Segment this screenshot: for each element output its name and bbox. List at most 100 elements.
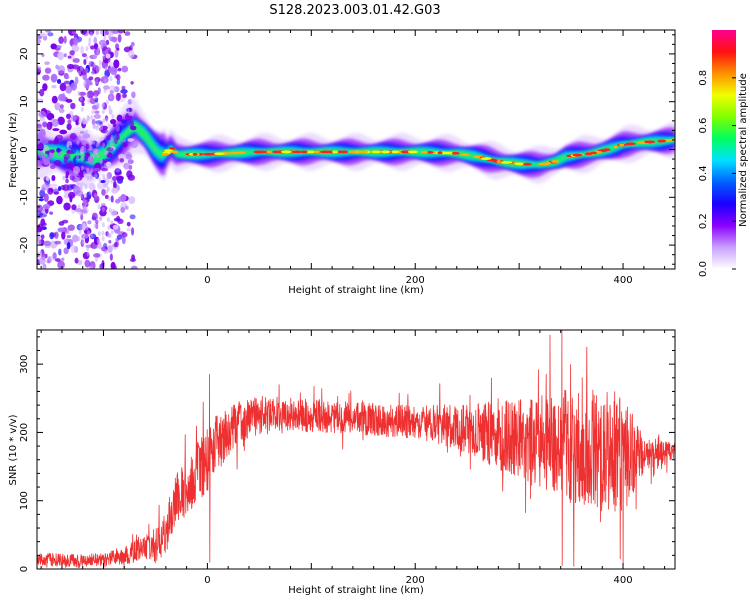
spectrogram-noise [70, 115, 77, 122]
spectrogram-noise [101, 188, 106, 196]
spectrogram-noise [39, 129, 46, 138]
spectrogram-band [37, 120, 675, 168]
spectrogram-peak [460, 153, 470, 157]
spectrogram-noise [131, 254, 136, 262]
spectrogram-peak [300, 150, 308, 154]
spectrogram-noise [82, 206, 89, 215]
spectrogram-noise [91, 109, 95, 115]
spectrogram-noise [37, 223, 44, 232]
spectrogram-peak [480, 157, 492, 161]
spectrogram-peak [304, 150, 316, 154]
spectrogram-noise [95, 30, 99, 35]
spectrogram-panel: 0 200 400 -20 -10 0 10 20 Height of straight li… [8, 29, 676, 296]
spectrogram-noise [65, 85, 73, 94]
spectrogram-peak [319, 150, 331, 154]
snr-x-tick-label: 200 [406, 575, 425, 586]
spectrogram-ticks: 0 200 400 -20 -10 0 10 20 [19, 30, 675, 286]
spectrogram-noise [94, 173, 98, 179]
spectrogram-noise [110, 143, 114, 149]
spectrogram-noise [93, 114, 101, 120]
spectrogram-noise [125, 153, 133, 160]
spectrogram-noise [42, 83, 48, 92]
spectrogram-noise [65, 171, 70, 176]
spectrogram-peak [545, 161, 551, 165]
spectrogram-noise [90, 114, 94, 120]
spectrogram-noise [88, 76, 94, 81]
spectrogram-noise [80, 45, 84, 55]
spectrogram-noise [116, 78, 121, 86]
spectrogram-noise [47, 155, 51, 160]
spectrogram-noise [108, 109, 113, 115]
spectrogram-noise [121, 232, 128, 238]
spectrogram-noise [47, 187, 54, 195]
spectrogram-noise [56, 78, 62, 84]
spectrogram-peak [280, 150, 293, 154]
snr-x-tick-label: 400 [613, 575, 632, 586]
spectrogram-noise [64, 227, 70, 235]
spectrogram-noise [38, 198, 44, 202]
spectrogram-noise [78, 134, 82, 140]
spectrogram-noise [97, 239, 101, 245]
spectrogram-noise [51, 95, 58, 104]
spectrogram-peak [370, 150, 380, 154]
spectrogram-noise [42, 183, 50, 191]
spectrogram-noise [79, 224, 83, 230]
spectrogram-noise [108, 207, 112, 213]
spectrogram-noise [52, 252, 57, 260]
spectrogram-noise [116, 175, 124, 181]
spectrogram-noise [97, 65, 101, 71]
spectrogram-peak [409, 150, 415, 154]
spectrogram-noise [126, 170, 133, 179]
spectrogram-noise [82, 116, 86, 122]
spectrogram-noise [113, 265, 117, 269]
spectrogram-noise [42, 263, 47, 269]
spectrogram-noise [51, 175, 56, 182]
spectrogram-noise [90, 233, 94, 239]
spectrogram-noise [89, 31, 93, 37]
spectrogram-noise [85, 55, 89, 61]
spectrogram-peak [421, 150, 429, 154]
spectrogram-noise [109, 253, 113, 261]
spectrogram-noise [42, 203, 51, 210]
spectrogram-peak [168, 146, 176, 150]
spectrogram-peak [391, 150, 399, 154]
spectrogram-noise [49, 211, 54, 215]
spectrogram-noise [82, 198, 86, 204]
spectrogram-noise [70, 244, 76, 254]
spectrogram-noise [78, 169, 84, 176]
spectrogram-noise [57, 51, 65, 61]
spectrogram-noise [116, 74, 121, 81]
spectrogram-noise [79, 66, 83, 72]
spectrogram-noise [101, 109, 105, 115]
spectrogram-noise [96, 50, 100, 56]
spectrogram-noise [130, 41, 135, 47]
spectrogram-noise [57, 116, 65, 126]
spectrogram-noise [87, 155, 95, 164]
colorbar-tick-label: 0.2 [698, 213, 709, 229]
spectrogram-noise [107, 245, 113, 253]
spectrogram-noise [116, 234, 123, 240]
snr-frame [36, 329, 676, 570]
spectrogram-noise [86, 246, 90, 252]
spectrogram-noise [115, 92, 121, 102]
spectrogram-peak [522, 162, 532, 166]
spectrogram-noise [54, 138, 59, 143]
spectrogram-noise [87, 98, 91, 104]
spectrogram-noise [107, 232, 111, 238]
spectrogram-noise [108, 105, 112, 111]
spectrogram-noise [77, 90, 81, 96]
spectrogram-noise [101, 207, 105, 213]
spectrogram-noise [96, 103, 100, 109]
spectrogram-noise [116, 114, 123, 122]
colorbar-tick-label: 0.4 [698, 165, 709, 181]
spectrogram-noise [128, 107, 132, 112]
spectrogram-noise [89, 145, 93, 151]
spectrogram-noise [130, 81, 134, 85]
spectrogram-noise [76, 208, 80, 214]
spectrogram-noise [61, 231, 66, 240]
spectrogram-noise [101, 103, 105, 109]
spectrogram-noise [101, 222, 105, 228]
spectrogram-x-tick-label: 200 [406, 275, 425, 286]
spectrogram-peak [192, 152, 198, 156]
spectrogram-noise [62, 175, 66, 181]
